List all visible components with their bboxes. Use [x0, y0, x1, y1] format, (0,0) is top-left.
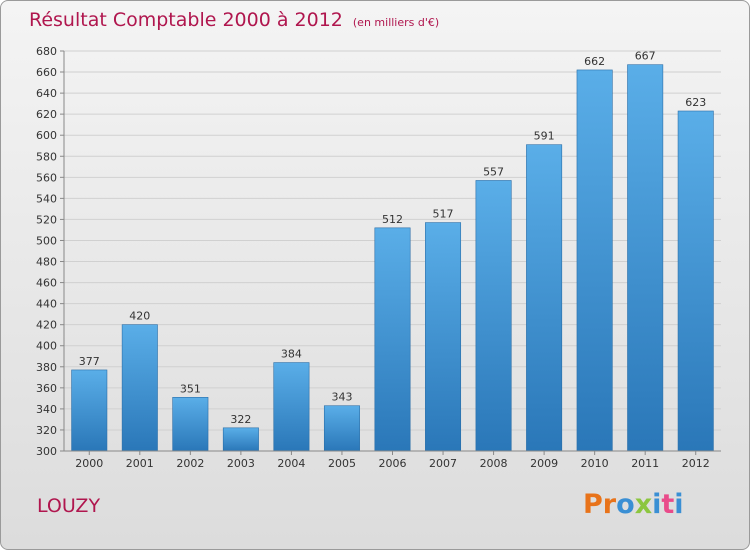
data-label: 322 — [230, 413, 251, 426]
logo-letter: x — [634, 489, 653, 520]
data-label: 512 — [382, 213, 403, 226]
chart-subtitle: (en milliers d'€) — [352, 16, 440, 29]
x-tick-label: 2005 — [328, 457, 356, 470]
x-tick-label: 2009 — [530, 457, 558, 470]
logo-letter: r — [602, 489, 617, 520]
x-tick-label: 2008 — [480, 457, 508, 470]
y-tick-label: 680 — [36, 45, 57, 58]
bars: 377 420 351 322 384 343 512 517 557 591 662 667 623 — [71, 50, 714, 452]
x-tick-label: 2000 — [75, 457, 103, 470]
data-label: 343 — [331, 391, 352, 404]
data-label: 557 — [483, 165, 504, 178]
bar-2005 — [323, 405, 360, 452]
data-label: 667 — [635, 50, 656, 63]
chart-title-block: Résultat Comptable 2000 à 2012 (en millie… — [29, 9, 439, 31]
bar-2000 — [71, 369, 108, 452]
y-tick-label: 320 — [36, 424, 57, 437]
data-label: 623 — [685, 96, 706, 109]
bar-2010 — [576, 69, 613, 452]
x-tick-label: 2010 — [581, 457, 609, 470]
y-tick-label: 660 — [36, 66, 57, 79]
data-label: 351 — [180, 382, 201, 395]
x-tick-label: 2007 — [429, 457, 457, 470]
x-axis: 2000 2001 2002 2003 2004 2005 2006 2007 2008 2009… — [64, 450, 721, 470]
y-tick-label: 540 — [36, 192, 57, 205]
data-label: 517 — [433, 208, 454, 221]
logo-letter: t — [661, 489, 675, 520]
x-tick-label: 2004 — [277, 457, 305, 470]
y-tick-label: 500 — [36, 234, 57, 247]
y-tick-label: 640 — [36, 87, 57, 100]
x-tick-label: 2003 — [227, 457, 255, 470]
y-tick-label: 340 — [36, 403, 57, 416]
data-label: 420 — [129, 310, 150, 323]
y-tick-label: 600 — [36, 129, 57, 142]
logo-letter: P — [583, 489, 603, 520]
y-tick-label: 560 — [36, 171, 57, 184]
y-tick-label: 440 — [36, 298, 57, 311]
place-name: LOUZY — [37, 495, 101, 517]
data-label: 377 — [79, 355, 100, 368]
y-tick-label: 400 — [36, 340, 57, 353]
y-axis: 300 320 340 360 380 400 420 440 460 480 500 520 540 5… — [36, 45, 65, 458]
x-tick-label: 2011 — [631, 457, 659, 470]
bar-2011 — [627, 64, 664, 452]
y-tick-label: 480 — [36, 256, 57, 269]
y-tick-label: 460 — [36, 277, 57, 290]
data-label: 591 — [534, 130, 555, 143]
y-tick-label: 420 — [36, 319, 57, 332]
x-tick-label: 2012 — [682, 457, 710, 470]
bar-2007 — [425, 222, 462, 452]
y-tick-label: 360 — [36, 382, 57, 395]
y-tick-label: 620 — [36, 108, 57, 121]
bar-2002 — [172, 397, 209, 452]
x-tick-label: 2001 — [126, 457, 154, 470]
x-tick-label: 2002 — [176, 457, 204, 470]
bar-2001 — [121, 324, 158, 452]
y-tick-label: 580 — [36, 150, 57, 163]
logo-letter: i — [652, 489, 662, 520]
bar-2004 — [273, 362, 310, 452]
bar-2008 — [475, 180, 512, 452]
proxiti-logo[interactable]: Proxiti — [583, 489, 684, 520]
bar-2003 — [222, 427, 259, 452]
chart-title: Résultat Comptable 2000 à 2012 — [29, 9, 343, 31]
bar-2012 — [677, 110, 714, 452]
x-tick-label: 2006 — [379, 457, 407, 470]
y-tick-label: 380 — [36, 361, 57, 374]
logo-letter: o — [616, 489, 635, 520]
data-label: 384 — [281, 348, 302, 361]
y-tick-label: 300 — [36, 445, 57, 458]
bar-2006 — [374, 227, 411, 452]
data-label: 662 — [584, 55, 605, 68]
logo-letter: i — [674, 489, 684, 520]
bar-2009 — [526, 144, 563, 452]
y-tick-label: 520 — [36, 213, 57, 226]
